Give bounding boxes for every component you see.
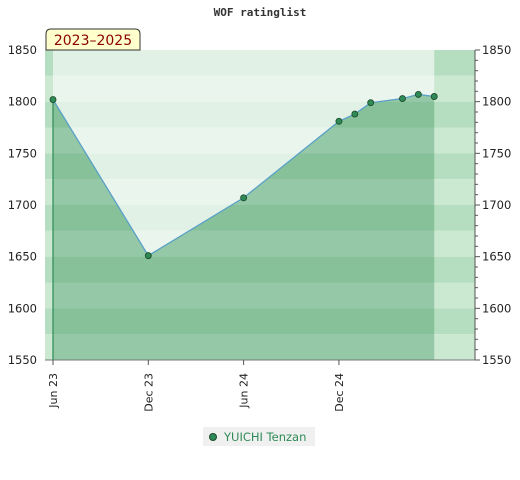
data-point[interactable] bbox=[49, 96, 57, 104]
y-tick-label-right: 1800 bbox=[482, 95, 511, 109]
legend-label: YUICHI Tenzan bbox=[224, 429, 307, 444]
y-tick-label-right: 1700 bbox=[482, 198, 511, 212]
series-points bbox=[49, 90, 438, 260]
area-fill bbox=[53, 50, 435, 360]
area-above-line bbox=[53, 50, 435, 256]
data-point[interactable] bbox=[414, 90, 422, 98]
data-point[interactable] bbox=[351, 110, 359, 118]
plot-band bbox=[45, 230, 475, 257]
y-tick-label-left: 1650 bbox=[8, 250, 37, 264]
y-tick-label-right: 1550 bbox=[482, 353, 511, 367]
plot-band bbox=[45, 282, 475, 309]
x-tick-label: Jun 24 bbox=[238, 373, 251, 409]
data-point[interactable] bbox=[430, 93, 438, 100]
legend-marker-icon bbox=[209, 432, 217, 441]
y-tick-label-left: 1600 bbox=[8, 301, 37, 315]
plot-band bbox=[45, 308, 475, 335]
y-tick-label-left: 1700 bbox=[8, 198, 37, 212]
period-badge: 2023–2025 bbox=[45, 28, 141, 51]
plot-band bbox=[45, 205, 475, 231]
y-axis-right: 1550 1600 1650 1700 1750 1800 1850 bbox=[474, 43, 511, 367]
data-point[interactable] bbox=[399, 95, 406, 103]
y-tick-label-right: 1600 bbox=[482, 301, 511, 315]
y-tick-label-left: 1800 bbox=[8, 95, 37, 109]
x-axis: Jun 23 Dec 23 Jun 24 Dec 24 bbox=[45, 359, 475, 412]
y-tick-label-left: 1850 bbox=[8, 43, 37, 57]
area-under-line bbox=[53, 94, 435, 360]
y-tick-label-left: 1550 bbox=[8, 353, 37, 367]
data-point[interactable] bbox=[367, 99, 375, 107]
data-point[interactable] bbox=[144, 252, 152, 260]
x-tick-label: Dec 24 bbox=[333, 373, 346, 412]
y-tick-label-right: 1750 bbox=[482, 146, 511, 160]
period-label: 2023–2025 bbox=[54, 33, 132, 49]
y-axis-left: 1550 1600 1650 1700 1750 1800 1850 bbox=[8, 43, 37, 367]
x-tick-label: Jun 23 bbox=[47, 373, 60, 409]
legend: YUICHI Tenzan bbox=[203, 427, 316, 446]
y-tick-label-left: 1750 bbox=[8, 146, 37, 160]
y-tick-label-right: 1850 bbox=[482, 43, 511, 57]
x-tick-label: Dec 23 bbox=[142, 373, 155, 412]
data-point[interactable] bbox=[240, 194, 248, 202]
y-tick-label-right: 1650 bbox=[482, 250, 511, 264]
plot-band bbox=[45, 334, 475, 360]
data-point[interactable] bbox=[335, 117, 343, 125]
chart-title: WOF ratinglist bbox=[214, 6, 307, 19]
plot-band bbox=[45, 256, 475, 283]
